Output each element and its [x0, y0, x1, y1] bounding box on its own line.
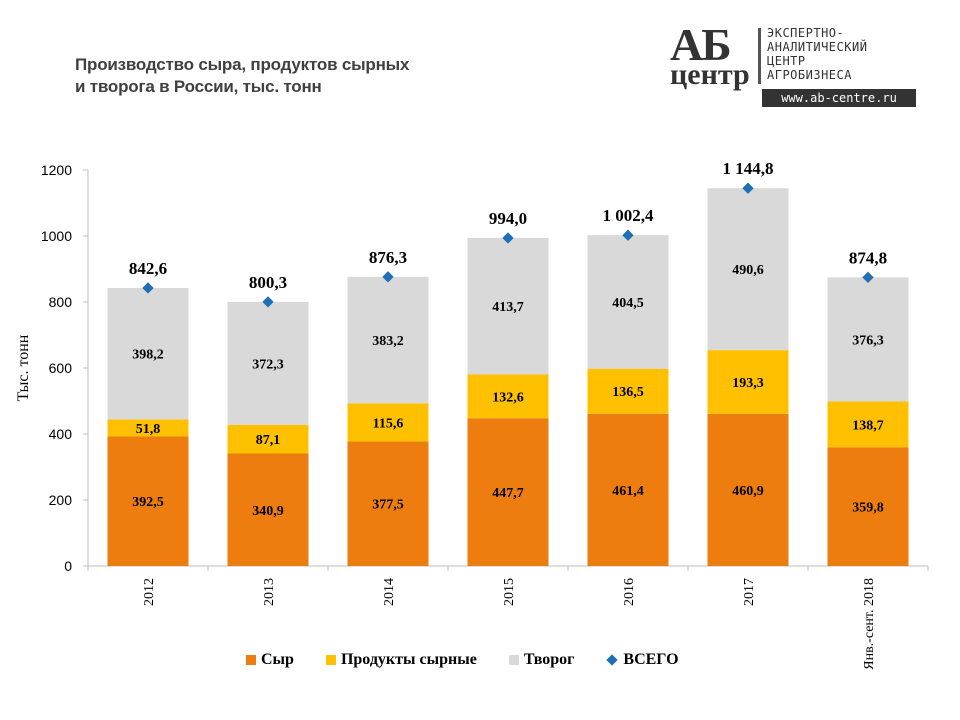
- legend-label-total: ВСЕГО: [623, 651, 679, 668]
- y-axis-label: Тыс. тонн: [15, 334, 32, 401]
- data-label-cheese: 461,4: [612, 484, 644, 499]
- logo-mark-bottom: центр: [670, 58, 750, 91]
- data-label-cottage: 398,2: [132, 348, 164, 363]
- chart-legend: Сыр Продукты сырные Творог ВСЕГО: [246, 650, 679, 670]
- legend-item-cottage: Творог: [508, 651, 575, 669]
- total-marker: [862, 271, 874, 283]
- x-tick-label: 2016: [622, 578, 637, 606]
- data-label-cheese-products: 193,3: [732, 376, 764, 391]
- x-tick-label: 2014: [382, 578, 397, 606]
- y-tick-label: 600: [49, 360, 73, 376]
- bar-cheese: [107, 436, 189, 566]
- data-label-cottage: 404,5: [612, 296, 644, 311]
- data-label-cheese-products: 136,5: [612, 385, 644, 400]
- logo-mark-top: АБ: [670, 19, 732, 70]
- total-marker: [142, 282, 154, 294]
- legend-item-total: ВСЕГО: [606, 651, 679, 669]
- legend-label-cheese: Сыр: [261, 651, 294, 668]
- total-label: 842,6: [129, 259, 167, 278]
- y-tick-label: 1200: [41, 162, 72, 178]
- bar-cottage: [467, 237, 549, 375]
- legend-swatch-cheese-products: [325, 655, 336, 665]
- bar-cheese: [227, 453, 309, 566]
- bar-cheese: [467, 418, 549, 566]
- bar-cheese-products: [587, 368, 669, 414]
- data-label-cottage: 372,3: [252, 357, 284, 372]
- total-marker: [262, 296, 274, 308]
- data-label-cottage: 490,6: [732, 263, 764, 278]
- total-marker: [742, 182, 754, 194]
- bar-cottage: [827, 277, 909, 402]
- total-label: 800,3: [249, 273, 287, 292]
- bar-cheese: [587, 413, 669, 566]
- data-label-cheese: 460,9: [732, 484, 764, 499]
- logo-text-line: ЦЕНТР: [767, 54, 806, 68]
- data-label-cheese: 359,8: [852, 501, 884, 516]
- x-tick-label: 2017: [742, 578, 757, 606]
- ab-centre-logo: АБ центр ЭКСПЕРТНО- АНАЛИТИЧЕСКИЙ ЦЕНТР …: [668, 19, 928, 114]
- bar-cottage: [347, 276, 429, 404]
- bar-cheese: [347, 441, 429, 566]
- chart-title-line2: и творога в России, тыс. тонн: [75, 77, 322, 96]
- y-tick-label: 0: [64, 558, 72, 574]
- logo-url: www.ab-centre.ru: [762, 89, 916, 107]
- bar-cheese-products: [107, 419, 189, 437]
- logo-text-line: ЭКСПЕРТНО-: [767, 26, 845, 40]
- total-label: 876,3: [369, 248, 407, 267]
- x-tick-label: Янв.-сент. 2018: [862, 578, 877, 670]
- logo-separator: [758, 28, 761, 84]
- logo-text-line: АГРОБИЗНЕСА: [767, 68, 852, 82]
- bar-cheese: [827, 447, 909, 566]
- legend-label-cottage: Творог: [523, 651, 575, 668]
- data-label-cheese-products: 132,6: [492, 390, 524, 405]
- bar-cheese-products: [827, 401, 909, 448]
- legend-item-cheese: Сыр: [246, 651, 294, 669]
- x-tick-label: 2012: [142, 578, 157, 606]
- legend-swatch-cottage: [508, 655, 519, 665]
- total-marker: [622, 229, 634, 241]
- data-label-cheese-products: 138,7: [852, 418, 884, 433]
- legend-diamond-total: [606, 654, 619, 666]
- legend-item-cheese-products: Продукты сырные: [325, 651, 477, 669]
- total-marker: [382, 271, 394, 283]
- total-label: 1 144,8: [723, 159, 774, 178]
- data-label-cheese: 377,5: [372, 498, 404, 513]
- data-label-cheese: 340,9: [252, 504, 284, 519]
- total-label: 994,0: [489, 209, 527, 228]
- bar-cheese-products: [707, 350, 789, 414]
- data-label-cheese: 392,5: [132, 495, 164, 510]
- chart-title-line1: Производство сыра, продуктов сырных: [75, 55, 410, 74]
- bar-cottage: [587, 235, 669, 369]
- data-label-cottage: 376,3: [852, 333, 884, 348]
- bar-cheese-products: [227, 424, 309, 454]
- bar-cottage: [707, 188, 789, 351]
- legend-swatch-cheese: [246, 655, 256, 665]
- y-tick-label: 400: [49, 426, 73, 442]
- logo-text: ЭКСПЕРТНО- АНАЛИТИЧЕСКИЙ ЦЕНТР АГРОБИЗНЕ…: [767, 26, 867, 82]
- bar-cheese-products: [347, 403, 429, 442]
- data-label-cottage: 383,2: [372, 334, 404, 349]
- bar-cheese: [707, 413, 789, 566]
- x-tick-label: 2015: [502, 578, 517, 606]
- logo-text-line: АНАЛИТИЧЕСКИЙ: [767, 40, 868, 54]
- data-label-cheese-products: 115,6: [373, 416, 404, 431]
- y-tick-label: 1000: [41, 228, 72, 244]
- bar-cheese-products: [467, 374, 549, 419]
- total-label: 874,8: [849, 248, 887, 267]
- data-label-cheese: 447,7: [492, 486, 524, 501]
- chart-title: Производство сыра, продуктов сырных и тв…: [75, 54, 495, 98]
- x-tick-label: 2013: [262, 578, 277, 606]
- y-tick-label: 200: [49, 492, 73, 508]
- data-label-cottage: 413,7: [492, 300, 524, 315]
- data-label-cheese-products: 51,8: [136, 422, 161, 437]
- bar-cottage: [227, 301, 309, 425]
- total-marker: [502, 232, 514, 244]
- legend-label-cheese-products: Продукты сырные: [340, 651, 477, 668]
- bar-cottage: [107, 287, 189, 420]
- total-label: 1 002,4: [603, 206, 655, 225]
- data-label-cheese-products: 87,1: [256, 433, 281, 448]
- logo-mark: АБ центр: [668, 19, 756, 94]
- y-tick-label: 800: [49, 294, 73, 310]
